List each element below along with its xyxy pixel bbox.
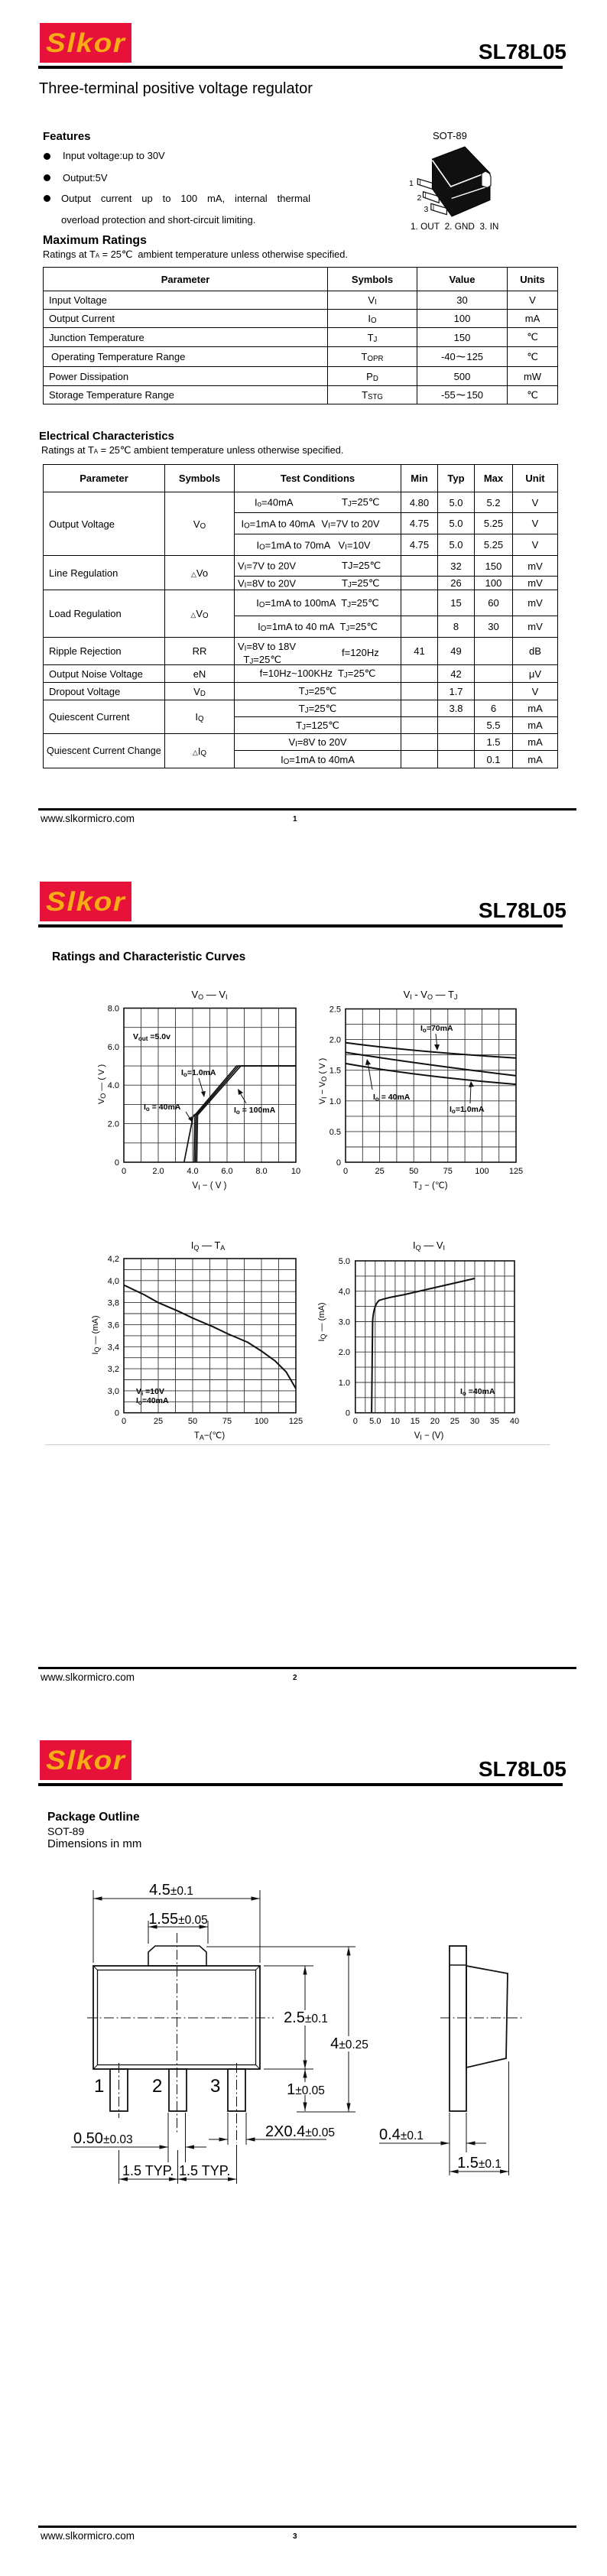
svg-text:2.0: 2.0 [108, 1120, 119, 1129]
svg-text:Io=70mA: Io=70mA [420, 1024, 453, 1034]
svg-text:Io=1.0mA: Io=1.0mA [181, 1068, 216, 1078]
svg-text:TJ − (℃): TJ − (℃) [413, 1181, 447, 1191]
svg-text:1.55±0.05: 1.55±0.05 [148, 1911, 208, 1928]
svg-text:4,2: 4,2 [108, 1255, 119, 1264]
svg-text:IQ — (mA): IQ — (mA) [317, 1302, 327, 1341]
svg-text:VO — VI: VO — VI [191, 989, 227, 1001]
svg-text:15: 15 [411, 1417, 420, 1426]
svg-text:Vi =10V: Vi =10V [136, 1387, 164, 1397]
svg-text:IQ — VI: IQ — VI [413, 1239, 445, 1252]
svg-text:125: 125 [509, 1167, 523, 1176]
svg-text:4,0: 4,0 [108, 1277, 119, 1286]
svg-text:6.0: 6.0 [108, 1043, 119, 1052]
svg-text:50: 50 [409, 1167, 418, 1176]
svg-text:1.5: 1.5 [329, 1067, 341, 1076]
svg-text:Io=40mA: Io=40mA [136, 1396, 169, 1406]
svg-text:30: 30 [470, 1417, 479, 1426]
svg-text:3,2: 3,2 [108, 1365, 119, 1374]
svg-text:2.5±0.1: 2.5±0.1 [284, 2009, 328, 2026]
svg-text:0: 0 [122, 1417, 126, 1426]
svg-text:10: 10 [291, 1167, 300, 1176]
svg-text:Vout =5.0v: Vout =5.0v [133, 1032, 170, 1042]
svg-text:2.0: 2.0 [329, 1036, 341, 1045]
svg-text:100: 100 [475, 1167, 489, 1176]
svg-text:Io =40mA: Io =40mA [460, 1387, 495, 1397]
svg-text:1.0: 1.0 [329, 1097, 341, 1106]
svg-text:VO — ( V ): VO — ( V ) [97, 1064, 107, 1104]
svg-text:6.0: 6.0 [221, 1167, 232, 1176]
svg-text:3,6: 3,6 [108, 1320, 119, 1330]
svg-text:2.0: 2.0 [152, 1167, 164, 1176]
svg-text:3,4: 3,4 [108, 1343, 119, 1352]
svg-text:40: 40 [510, 1417, 519, 1426]
svg-text:1±0.05: 1±0.05 [287, 2081, 325, 2098]
svg-text:75: 75 [222, 1417, 232, 1426]
svg-text:4.0: 4.0 [187, 1167, 198, 1176]
svg-text:0: 0 [346, 1409, 350, 1418]
svg-text:8.0: 8.0 [255, 1167, 267, 1176]
svg-text:0: 0 [343, 1167, 348, 1176]
svg-text:10: 10 [391, 1417, 400, 1426]
svg-text:1.0: 1.0 [339, 1379, 350, 1388]
svg-text:0.50±0.03: 0.50±0.03 [73, 2130, 133, 2147]
svg-text:0: 0 [115, 1409, 119, 1418]
svg-text:VI − (V): VI − (V) [414, 1431, 444, 1441]
svg-text:4.5±0.1: 4.5±0.1 [149, 1882, 193, 1899]
svg-text:25: 25 [154, 1417, 163, 1426]
svg-text:1.5±0.1: 1.5±0.1 [457, 2155, 502, 2172]
svg-text:35: 35 [490, 1417, 499, 1426]
svg-text:0.4±0.1: 0.4±0.1 [379, 2126, 424, 2143]
svg-text:100: 100 [255, 1417, 268, 1426]
svg-text:25: 25 [450, 1417, 459, 1426]
svg-text:4,0: 4,0 [339, 1288, 350, 1297]
svg-text:0: 0 [336, 1158, 341, 1168]
svg-text:25: 25 [375, 1167, 384, 1176]
svg-text:3: 3 [210, 2076, 220, 2097]
svg-text:IQ — TA: IQ — TA [191, 1239, 226, 1252]
svg-text:3.0: 3.0 [339, 1318, 350, 1327]
svg-text:TA−(℃): TA−(℃) [194, 1431, 226, 1441]
svg-text:0: 0 [115, 1158, 119, 1168]
svg-text:3,8: 3,8 [108, 1299, 119, 1308]
svg-text:2: 2 [152, 2076, 162, 2097]
svg-text:5.0: 5.0 [369, 1417, 381, 1426]
svg-text:VI − ( V ): VI − ( V ) [192, 1181, 226, 1191]
svg-text:Io=1.0mA: Io=1.0mA [450, 1105, 485, 1115]
svg-text:1.5 TYP.: 1.5 TYP. [122, 2163, 174, 2178]
svg-text:2X0.4±0.05: 2X0.4±0.05 [265, 2123, 335, 2140]
svg-text:VI - VO — TJ: VI - VO — TJ [404, 989, 458, 1001]
svg-text:75: 75 [443, 1167, 453, 1176]
svg-text:4.0: 4.0 [108, 1081, 119, 1090]
svg-text:3,0: 3,0 [108, 1387, 119, 1396]
svg-text:1: 1 [94, 2076, 104, 2097]
svg-text:5.0: 5.0 [339, 1257, 350, 1266]
svg-text:125: 125 [289, 1417, 303, 1426]
svg-text:IQ — (mA): IQ — (mA) [91, 1315, 101, 1354]
svg-text:Io = 40mA: Io = 40mA [373, 1093, 411, 1103]
svg-text:VI − VO ( V ): VI − VO ( V ) [318, 1058, 328, 1105]
svg-text:0: 0 [353, 1417, 358, 1426]
svg-text:2.0: 2.0 [339, 1348, 350, 1357]
svg-text:4±0.25: 4±0.25 [330, 2035, 368, 2052]
svg-text:1.5 TYP.: 1.5 TYP. [179, 2163, 230, 2178]
svg-text:50: 50 [188, 1417, 197, 1426]
svg-text:2.5: 2.5 [329, 1005, 341, 1015]
svg-text:0: 0 [122, 1167, 126, 1176]
svg-text:8.0: 8.0 [108, 1005, 119, 1014]
svg-text:Io = 100mA: Io = 100mA [234, 1106, 276, 1116]
svg-text:Io = 40mA: Io = 40mA [144, 1103, 181, 1113]
svg-text:20: 20 [430, 1417, 440, 1426]
svg-text:0.5: 0.5 [329, 1128, 341, 1137]
